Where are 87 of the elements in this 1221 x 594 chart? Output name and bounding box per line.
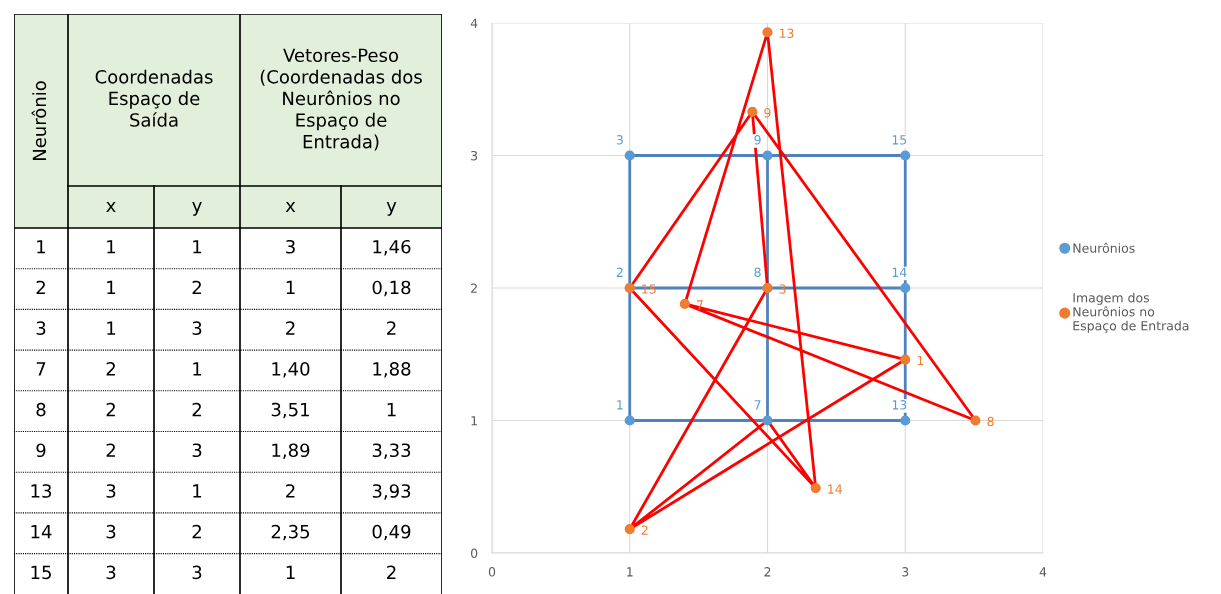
x-tick-label: 2 bbox=[764, 567, 771, 577]
annotation: 9 bbox=[754, 135, 761, 145]
point bbox=[762, 415, 773, 426]
text: 2 bbox=[192, 524, 201, 539]
y-tick-label: 3 bbox=[471, 150, 478, 161]
text: 3 bbox=[106, 484, 116, 498]
text: 3 bbox=[192, 443, 202, 458]
text: 2 bbox=[106, 402, 115, 417]
text: 2 bbox=[192, 280, 201, 295]
annotation: 15 bbox=[892, 135, 907, 145]
text: 1 bbox=[193, 362, 202, 376]
point bbox=[679, 298, 690, 309]
text: 1,88 bbox=[373, 362, 411, 378]
annotation: 9 bbox=[764, 108, 771, 118]
x-tick-label: 4 bbox=[1039, 567, 1047, 577]
text: 3,33 bbox=[372, 443, 411, 459]
annotation: 1 bbox=[617, 400, 623, 410]
text: 3 bbox=[106, 524, 116, 539]
text: 1 bbox=[193, 484, 202, 498]
text: 2 bbox=[286, 484, 295, 498]
category-label: 1 bbox=[37, 240, 46, 254]
text: 2,35 bbox=[271, 524, 310, 541]
text: 3,51 bbox=[271, 402, 309, 419]
annotation: 15 bbox=[642, 284, 656, 294]
point bbox=[624, 524, 635, 535]
x-tick-label: 0 bbox=[488, 567, 496, 577]
point bbox=[900, 415, 911, 426]
text: 1,40 bbox=[272, 362, 310, 378]
annotation: 1 bbox=[917, 355, 924, 366]
category-label: x bbox=[106, 202, 116, 212]
text: 2 bbox=[192, 402, 201, 417]
text: 1 bbox=[387, 402, 396, 417]
text: 2 bbox=[106, 443, 115, 457]
text: 2 bbox=[286, 321, 295, 335]
text: 1 bbox=[107, 240, 116, 254]
point bbox=[762, 27, 773, 38]
annotation: 13 bbox=[779, 28, 794, 39]
text: 1,46 bbox=[373, 239, 411, 256]
category-label: 2 bbox=[36, 280, 45, 295]
point bbox=[747, 106, 758, 117]
category-label: 7 bbox=[36, 362, 46, 376]
category-label: x bbox=[285, 202, 296, 212]
category-label: 15 bbox=[31, 565, 51, 580]
text: 2 bbox=[387, 321, 396, 335]
category-label: 8 bbox=[36, 402, 46, 417]
y-tick-label: 2 bbox=[471, 283, 477, 293]
category-label: y bbox=[386, 202, 397, 216]
annotation: 14 bbox=[828, 484, 843, 494]
text: 1,89 bbox=[272, 443, 310, 459]
annotation: 7 bbox=[754, 400, 761, 410]
annotation: 2 bbox=[616, 267, 623, 277]
annotation: 2 bbox=[641, 525, 648, 535]
text: 2 bbox=[106, 362, 115, 376]
text: 1 bbox=[107, 280, 116, 295]
category-label: y bbox=[192, 202, 202, 216]
annotation: 14 bbox=[892, 267, 907, 277]
legend-label: Neurônios bbox=[1073, 242, 1135, 253]
text: Vetores-Peso (Coordenadas dos Neurônios no Espaço de Entrada) bbox=[260, 48, 422, 151]
point bbox=[624, 415, 635, 426]
text: 0,49 bbox=[372, 524, 411, 541]
category-label: 14 bbox=[31, 525, 52, 539]
x-tick-label: 1 bbox=[627, 567, 633, 577]
text: 3,93 bbox=[372, 484, 411, 500]
point bbox=[900, 354, 911, 365]
text: Coordenadas Espaço de Saída bbox=[95, 69, 213, 127]
annotation: 8 bbox=[754, 267, 761, 278]
legend-label: Imagem dos Neurônios no Espaço de Entrada bbox=[1073, 292, 1189, 333]
annotation: 3 bbox=[779, 284, 786, 294]
text: 1 bbox=[286, 280, 295, 295]
y-tick-label: 1 bbox=[471, 416, 477, 426]
point bbox=[624, 150, 635, 161]
point bbox=[762, 150, 773, 161]
y-tick-label: 0 bbox=[470, 548, 478, 558]
annotation: 8 bbox=[987, 416, 994, 427]
text: Neurônio bbox=[31, 81, 47, 161]
x-tick-label: 3 bbox=[902, 567, 909, 577]
point bbox=[900, 282, 911, 294]
annotation: 3 bbox=[616, 135, 623, 145]
text: 13 bbox=[31, 484, 52, 498]
text: 0,18 bbox=[372, 280, 411, 297]
point bbox=[970, 415, 981, 426]
category-label: 9 bbox=[36, 443, 46, 458]
point bbox=[810, 482, 821, 494]
category-label: 3 bbox=[36, 321, 46, 335]
point bbox=[900, 150, 911, 161]
y-tick-label: 4 bbox=[470, 18, 478, 28]
annotation: 13 bbox=[892, 400, 907, 410]
